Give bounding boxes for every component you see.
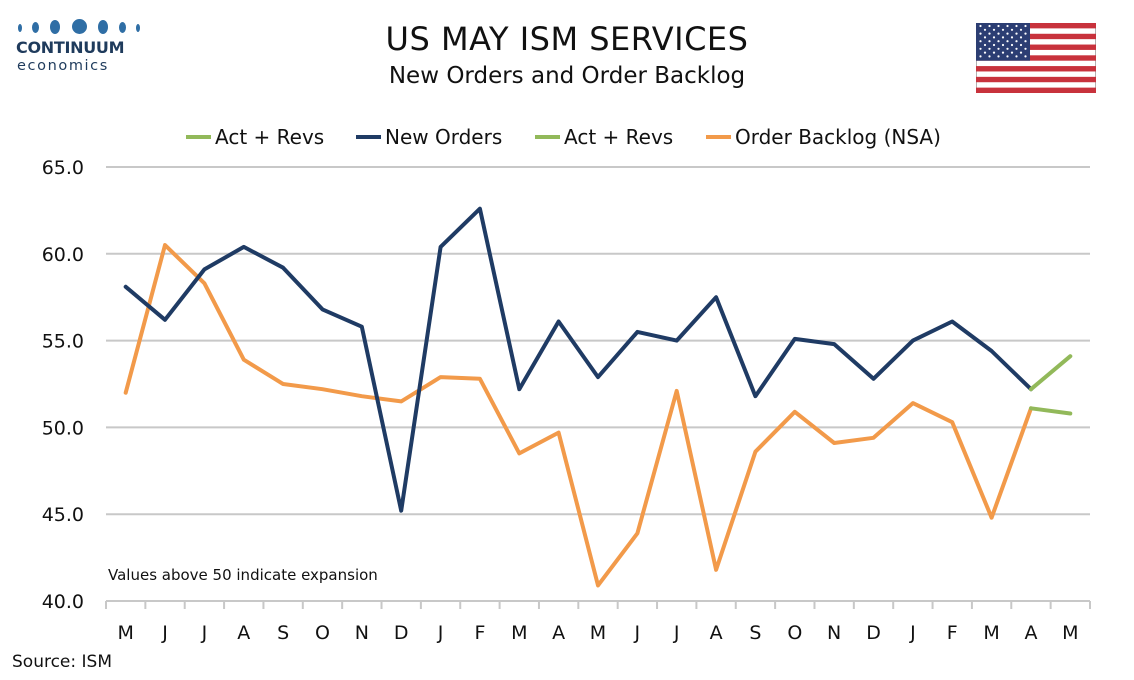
x-tick-label: M (983, 622, 999, 644)
x-tick-label: M (1062, 622, 1078, 644)
series-line-act-revs (1029, 354, 1073, 392)
y-tick-label: 50.0 (42, 417, 84, 439)
legend-label: Act + Revs (564, 125, 673, 149)
x-tick-label: J (634, 622, 641, 644)
x-tick-label: A (237, 622, 250, 644)
source-note: Source: ISM (12, 652, 112, 672)
x-tick-label: A (710, 622, 723, 644)
x-tick-label: A (1024, 622, 1037, 644)
chart-subtitle: New Orders and Order Backlog (388, 63, 746, 89)
x-tick-label: M (117, 622, 133, 644)
x-tick-label: F (474, 622, 485, 644)
y-tick-label: 65.0 (42, 157, 84, 179)
x-tick-label: O (787, 622, 802, 644)
x-tick-label: J (161, 622, 168, 644)
y-tick-label: 40.0 (42, 591, 84, 613)
chart-annotation: Values above 50 indicate expansion (108, 566, 378, 584)
x-tick-label: O (315, 622, 330, 644)
x-tick-label: N (827, 622, 841, 644)
chart-series (123, 206, 1073, 588)
series-line-order-backlog-nsa (123, 243, 1033, 588)
y-axis: 40.0 45.0 50.0 55.0 60.0 65.0 (42, 157, 84, 613)
continuum-economics-logo: CONTINUUM economics (10, 12, 140, 82)
x-tick-label: J (673, 622, 680, 644)
x-tick-label: J (201, 622, 208, 644)
logo-brand-text: CONTINUUM (16, 38, 125, 57)
x-tick-label: D (866, 622, 881, 644)
legend-label: Act + Revs (215, 125, 324, 149)
x-tick-label: M (511, 622, 527, 644)
logo-sub-text: economics (17, 58, 109, 74)
x-tick-label: J (909, 622, 916, 644)
x-tick-label: M (590, 622, 606, 644)
line-chart: Act + Revs New Orders Act + Revs Order Back… (42, 125, 1091, 644)
us-flag-icon (976, 23, 1096, 93)
y-tick-label: 55.0 (42, 331, 84, 353)
y-tick-label: 45.0 (42, 504, 84, 526)
x-tick-label: S (749, 622, 761, 644)
legend-label: New Orders (385, 125, 502, 149)
legend-label: Order Backlog (NSA) (735, 125, 941, 149)
chart-legend: Act + Revs New Orders Act + Revs Order Back… (186, 125, 941, 149)
x-tick-label: A (552, 622, 565, 644)
chart-title: US MAY ISM SERVICES (385, 20, 749, 58)
chart-gridlines (106, 166, 1090, 516)
x-tick-label: N (355, 622, 369, 644)
x-tick-label: D (394, 622, 409, 644)
y-tick-label: 60.0 (42, 244, 84, 266)
series-line-act-revs (1029, 406, 1073, 416)
x-tick-label: F (947, 622, 958, 644)
x-tick-label: J (437, 622, 444, 644)
series-line-new-orders (123, 206, 1033, 513)
x-tick-label: S (277, 622, 289, 644)
